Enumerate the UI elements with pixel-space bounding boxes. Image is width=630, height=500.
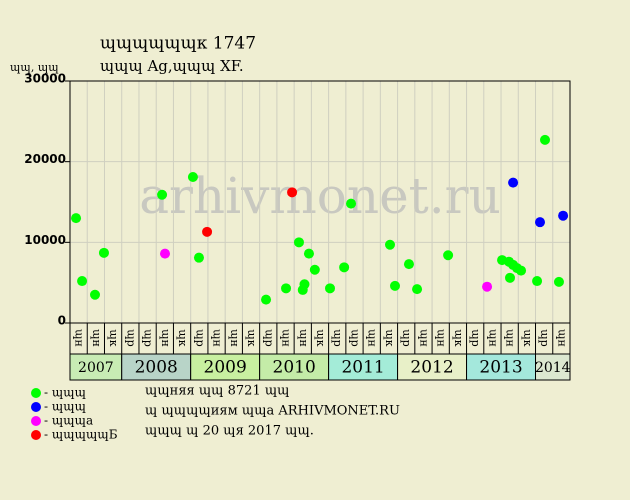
x-category-label: ɰн — [90, 329, 103, 347]
data-point — [202, 226, 213, 237]
x-category-label: ɰн — [73, 329, 86, 347]
data-point — [157, 189, 168, 200]
x-category-label: ɰн — [486, 329, 499, 347]
x-category-label: ɰн — [435, 329, 448, 347]
legend-label: - ɰɰɰ — [44, 400, 86, 414]
x-category-label: ɰр — [193, 329, 206, 346]
legend-label: - ɰɰɰ — [44, 386, 86, 400]
year-band — [259, 353, 330, 381]
y-axis-label: ɰɰ, ɰɰ — [10, 61, 59, 74]
data-point — [385, 239, 395, 250]
data-point — [339, 262, 350, 273]
note: ɰɰняя ɰɰ 8721 ɰɰ — [145, 384, 290, 399]
data-point — [443, 250, 454, 261]
x-category-label: ɰк — [521, 329, 534, 346]
x-category-label: ɰр — [262, 329, 275, 346]
year-label: 2012 — [410, 358, 453, 378]
year-band — [69, 353, 123, 381]
x-category-label: ɰн — [297, 329, 310, 347]
data-point — [325, 283, 335, 294]
data-point — [193, 252, 204, 263]
x-category-label: ɰн — [280, 329, 293, 347]
year-band — [535, 353, 571, 381]
legend-marker — [31, 430, 41, 440]
x-category-label: ɰн — [159, 329, 172, 347]
data-point — [299, 279, 310, 290]
x-category-label: ɰн — [555, 329, 568, 347]
year-label: 2014 — [535, 360, 571, 376]
x-category-label: ɰн — [417, 329, 430, 347]
legend-label: - ɰɰɰа — [44, 414, 93, 428]
x-category-label: ɰн — [228, 329, 241, 347]
x-category-label: ɰк — [383, 329, 396, 346]
x-category-label: ɰр — [142, 329, 155, 346]
x-category-label: ɰр — [400, 329, 413, 346]
data-point — [187, 171, 198, 182]
data-point — [77, 276, 88, 287]
x-category-label: ɰк — [245, 329, 258, 346]
year-label: 2013 — [479, 358, 522, 378]
y-tick-label: 20000 — [24, 152, 66, 166]
data-point — [412, 284, 423, 295]
x-category-label: ɰк — [107, 329, 120, 346]
y-tick-label: 0 — [58, 314, 66, 328]
legend-marker — [31, 402, 41, 412]
x-category-label: ɰн — [211, 329, 224, 347]
data-point — [71, 213, 82, 224]
plot-frame — [69, 80, 571, 324]
x-category-label: ɰр — [538, 329, 551, 346]
x-category-label: ɰк — [176, 329, 189, 346]
y-tick-label: 30000 — [24, 72, 66, 86]
data-point — [309, 264, 320, 275]
data-point — [516, 265, 527, 276]
year-label: 2007 — [78, 360, 114, 376]
year-band — [397, 353, 468, 381]
data-point — [553, 276, 564, 287]
data-point — [261, 294, 272, 305]
year-label: 2011 — [341, 358, 384, 378]
year-band — [328, 353, 399, 381]
note: ɰ ɰɰɰɰиям ɰɰа ARHIVMONET.RU — [145, 404, 400, 419]
watermark: arhivmonet.ru — [139, 167, 501, 225]
data-point — [346, 198, 357, 209]
data-point — [287, 187, 298, 198]
x-category-label: ɰр — [331, 329, 344, 346]
data-point — [535, 217, 545, 228]
data-point — [90, 289, 100, 300]
year-band — [190, 353, 261, 381]
data-point — [403, 259, 414, 270]
data-point — [508, 177, 519, 188]
data-point — [390, 280, 400, 291]
year-label: 2008 — [135, 358, 178, 378]
data-point — [303, 248, 314, 259]
data-point — [160, 248, 170, 259]
chart-subtitle: ɰɰɰ Ag,ɰɰɰ XF. — [100, 57, 244, 75]
legend-marker — [31, 388, 41, 398]
x-category-label: ɰр — [124, 329, 137, 346]
x-category-label: ɰн — [504, 329, 517, 347]
data-point — [482, 281, 493, 292]
x-category-label: ɰн — [366, 329, 379, 347]
year-label: 2010 — [273, 358, 316, 378]
data-point — [558, 210, 569, 221]
data-point — [98, 247, 109, 258]
legend-label: - ɰɰɰɰɰБ — [44, 428, 118, 442]
x-category-label: ɰр — [348, 329, 361, 346]
data-point — [540, 134, 550, 145]
data-point — [293, 237, 304, 248]
legend-marker — [31, 416, 41, 426]
data-point — [281, 283, 292, 294]
chart-title: ɰɰɰɰɰɰк 1747 — [100, 34, 256, 54]
x-category-label: ɰк — [452, 329, 465, 346]
y-tick-label: 10000 — [24, 233, 66, 247]
data-point — [532, 276, 543, 287]
year-label: 2009 — [204, 358, 247, 378]
data-point — [505, 272, 515, 283]
x-category-label: ɰк — [314, 329, 327, 346]
year-band — [121, 353, 192, 381]
x-category-label: ɰр — [469, 329, 482, 346]
note: ɰɰɰ ɰ 20 ɰя 2017 ɰɰ. — [145, 424, 314, 439]
